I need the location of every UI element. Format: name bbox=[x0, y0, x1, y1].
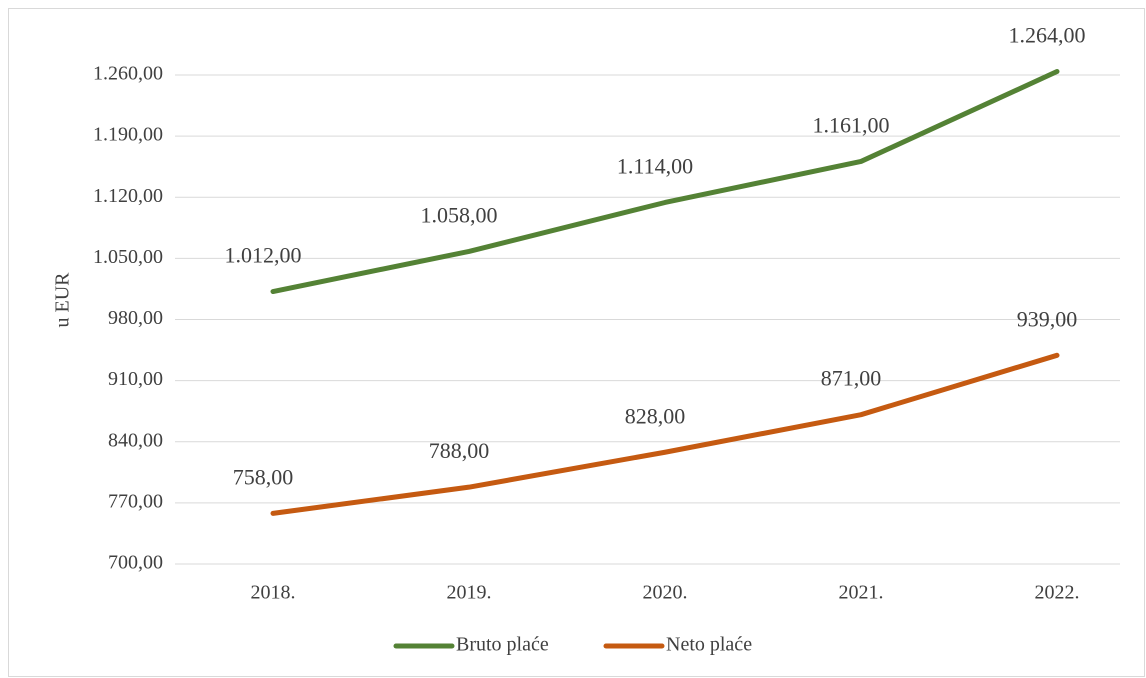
y-tick-label: 770,00 bbox=[108, 490, 163, 512]
y-axis-label: u EUR bbox=[52, 272, 74, 328]
data-label: 1.161,00 bbox=[813, 112, 890, 137]
series-line bbox=[270, 352, 1060, 516]
legend-label: Bruto plaće bbox=[456, 634, 549, 656]
data-label: 758,00 bbox=[233, 464, 294, 489]
y-tick-label: 1.190,00 bbox=[93, 124, 163, 146]
x-tick-label: 2021. bbox=[839, 582, 884, 604]
data-label: 828,00 bbox=[625, 403, 686, 428]
y-tick-label: 980,00 bbox=[108, 307, 163, 329]
data-label: 1.012,00 bbox=[225, 243, 302, 268]
x-tick-label: 2022. bbox=[1035, 582, 1080, 604]
x-tick-label: 2020. bbox=[643, 582, 688, 604]
y-tick-label: 840,00 bbox=[108, 429, 163, 451]
y-tick-label: 700,00 bbox=[108, 552, 163, 574]
y-tick-label: 910,00 bbox=[108, 368, 163, 390]
y-tick-label: 1.050,00 bbox=[93, 246, 163, 268]
data-label: 1.264,00 bbox=[1009, 23, 1086, 48]
data-label: 1.058,00 bbox=[421, 202, 498, 227]
y-tick-label: 1.260,00 bbox=[93, 63, 163, 85]
y-tick-label: 1.120,00 bbox=[93, 185, 163, 207]
data-label: 1.114,00 bbox=[617, 154, 693, 179]
x-tick-label: 2019. bbox=[447, 582, 492, 604]
data-label: 939,00 bbox=[1017, 306, 1078, 331]
x-tick-label: 2018. bbox=[251, 582, 296, 604]
legend-label: Neto plaće bbox=[666, 634, 752, 656]
series-line bbox=[270, 69, 1060, 295]
data-label: 871,00 bbox=[821, 366, 882, 391]
data-label: 788,00 bbox=[429, 438, 490, 463]
